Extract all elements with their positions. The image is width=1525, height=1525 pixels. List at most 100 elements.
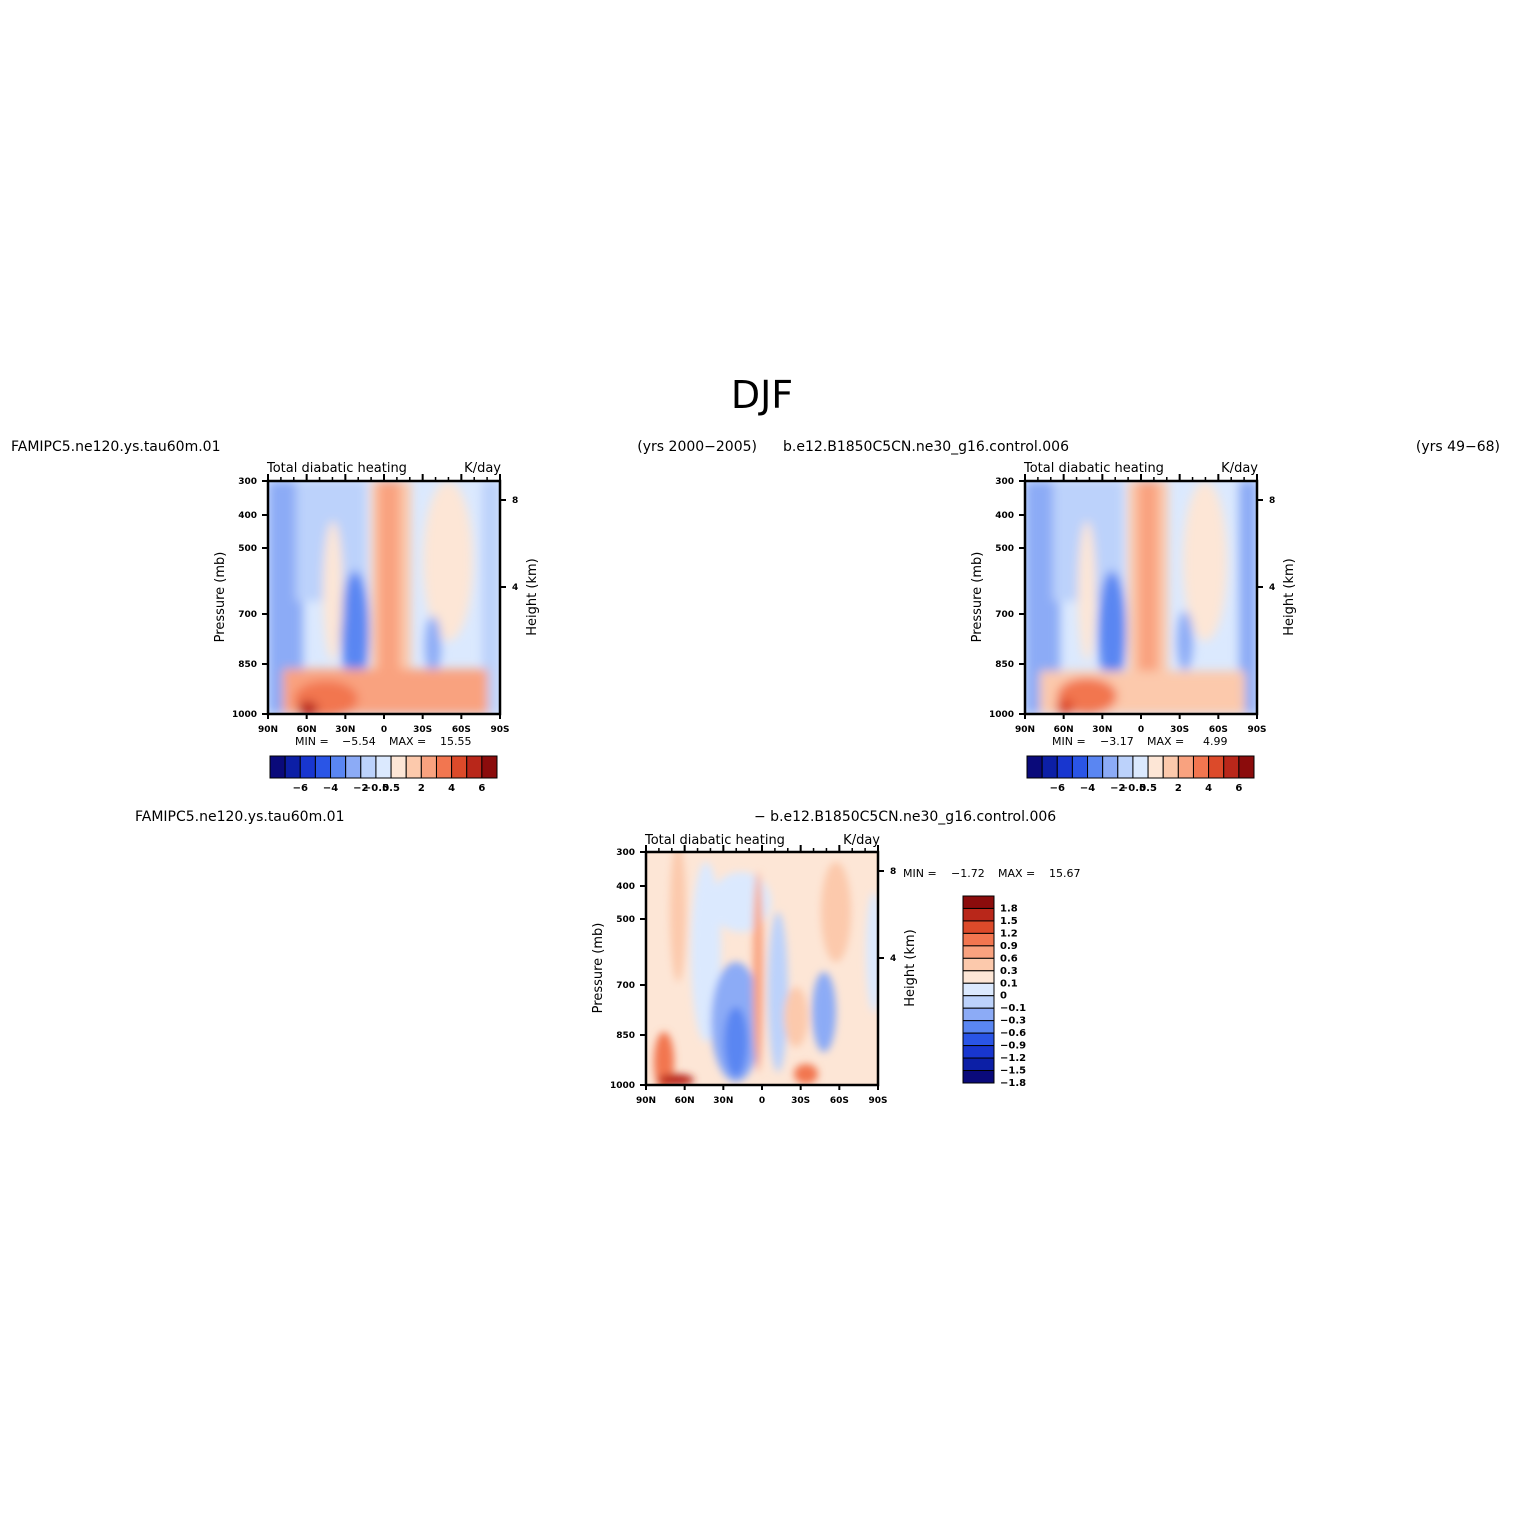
colorbar-swatch [1117, 755, 1134, 779]
y-tick-label: 500 [616, 915, 635, 925]
x-tick-label: 60S [830, 1096, 849, 1106]
colorbar-swatch [962, 1045, 995, 1059]
y-tick-label: 500 [238, 544, 257, 554]
colorbar-label: −2 [1110, 783, 1125, 794]
heatmap-plot: 90N 60N 30N 0 30S 60S 90S 300 400 500 700 850 1000 8 4… [591, 845, 918, 1106]
field-midlat-neg-core [1098, 571, 1126, 691]
variable-title: Total diabatic heating [1023, 461, 1164, 476]
y2-tick-label: 8 [512, 496, 518, 506]
y-tick-label: 700 [995, 610, 1014, 620]
colorbar-label: 2 [418, 783, 425, 794]
colorbar-swatch [1056, 755, 1073, 779]
y2-tick-label: 8 [890, 867, 896, 877]
colorbar-label: −0.3 [1000, 1016, 1026, 1027]
colorbar-label: 0.5 [382, 783, 400, 794]
heatmap-plot: 90N 60N 30N 0 30S 60S 90S 300 400 500 700 850 1000 8 4… [970, 474, 1297, 735]
colorbar-swatch [962, 1070, 995, 1084]
y-tick-label: 300 [995, 477, 1014, 487]
colorbar-swatch [284, 755, 301, 779]
y-tick-label: 400 [238, 511, 257, 521]
right-axis-label: Height (km) [525, 558, 540, 635]
colorbar-swatch [299, 755, 316, 779]
colorbar-swatch [269, 755, 286, 779]
years-label: (yrs 49−68) [1416, 439, 1500, 455]
colorbar-label: −6 [293, 783, 308, 794]
colorbar-swatch [1147, 755, 1164, 779]
right-axis-label: Height (km) [903, 929, 918, 1006]
colorbar-swatch [330, 755, 347, 779]
colorbar-label: −6 [1050, 783, 1065, 794]
x-tick-label: 60S [452, 725, 471, 735]
field-nh-pos-band [323, 521, 343, 661]
colorbar-swatch [451, 755, 468, 779]
units-label: K/day [1221, 461, 1258, 476]
x-tick-label: 90N [636, 1096, 656, 1106]
colorbar-label: 0.9 [1000, 941, 1018, 952]
panel-difference: FAMIPC5.ne120.ys.tau60m.01 − b.e12.B1850… [135, 809, 1081, 1106]
min-value: −5.54 [342, 735, 376, 748]
figure-title: DJF [731, 373, 793, 417]
colorbar-swatch [1026, 755, 1043, 779]
field-sh-pos-blob [784, 987, 808, 1047]
colorbar-swatch [314, 755, 332, 779]
units-label: K/day [843, 833, 880, 848]
colorbar-swatch [962, 982, 995, 997]
x-tick-label: 60N [297, 725, 317, 735]
min-value: −3.17 [1100, 735, 1134, 748]
field-equator-pos-streak [753, 872, 763, 1072]
y-tick-label: 300 [616, 848, 635, 858]
case-label: FAMIPC5.ne120.ys.tau60m.01 [135, 809, 344, 825]
colorbar-swatch [962, 895, 995, 909]
colorbar-swatch [962, 945, 995, 959]
x-tick-label: 30S [1170, 725, 1189, 735]
min-value: −1.72 [951, 867, 985, 880]
field-bl-north-heating [654, 1032, 674, 1085]
colorbar-label: 6 [478, 783, 485, 794]
min-label: MIN = [1052, 735, 1086, 748]
colorbar-label: 6 [1235, 783, 1242, 794]
colorbar: −6 −4 −2−0.50.5 2 4 6 [1026, 755, 1255, 794]
colorbar-label: −2 [353, 783, 368, 794]
colorbar-label: −0.9 [1000, 1041, 1026, 1052]
variable-title: Total diabatic heating [266, 461, 407, 476]
field-itcz-core [1138, 481, 1158, 686]
years-label: (yrs 2000−2005) [637, 439, 757, 455]
colorbar-swatch [435, 755, 453, 779]
field-sh-pos-band [423, 481, 473, 641]
field-itcz-core [378, 481, 400, 691]
colorbar-label: 0 [1000, 991, 1007, 1002]
x-tick-label: 90N [258, 725, 278, 735]
x-tick-label: 30N [335, 725, 355, 735]
y-tick-label: 400 [616, 882, 635, 892]
colorbar-label: −0.6 [1000, 1028, 1026, 1039]
x-tick-label: 60N [675, 1096, 695, 1106]
field-south-polar-neg [1239, 481, 1257, 714]
y-axis-label: Pressure (mb) [591, 923, 606, 1014]
max-label: MAX = [998, 867, 1035, 880]
colorbar-label: 0.6 [1000, 953, 1018, 964]
colorbar-swatch [962, 932, 995, 947]
colorbar-swatch [390, 755, 407, 779]
min-label: MIN = [295, 735, 329, 748]
y2-tick-label: 4 [890, 954, 896, 964]
units-label: K/day [464, 461, 501, 476]
colorbar-swatch [1208, 755, 1225, 779]
x-tick-label: 30S [413, 725, 432, 735]
heatmap-plot: 90N 60N 30N 0 30S 60S 90S 300 400 500 700 850 1000 8 4… [213, 474, 540, 735]
years-label: − b.e12.B1850C5CN.ne30_g16.control.006 [754, 809, 1056, 825]
colorbar-swatch [962, 1032, 995, 1047]
colorbar-swatch [1223, 755, 1240, 779]
colorbar-label: 0.5 [1139, 783, 1157, 794]
y-tick-label: 500 [995, 544, 1014, 554]
field-bl-sh-heating [794, 1064, 818, 1084]
colorbar-swatch [420, 755, 437, 779]
colorbar-label: −0.5 [1120, 783, 1146, 794]
colorbar-swatch [1087, 755, 1104, 779]
y-tick-label: 1000 [610, 1081, 635, 1091]
colorbar-label: 2 [1175, 783, 1182, 794]
colorbar-swatch [375, 755, 392, 779]
colorbar-label: −1.2 [1000, 1053, 1026, 1064]
colorbar-swatch [1102, 755, 1119, 779]
max-label: MAX = [1147, 735, 1184, 748]
